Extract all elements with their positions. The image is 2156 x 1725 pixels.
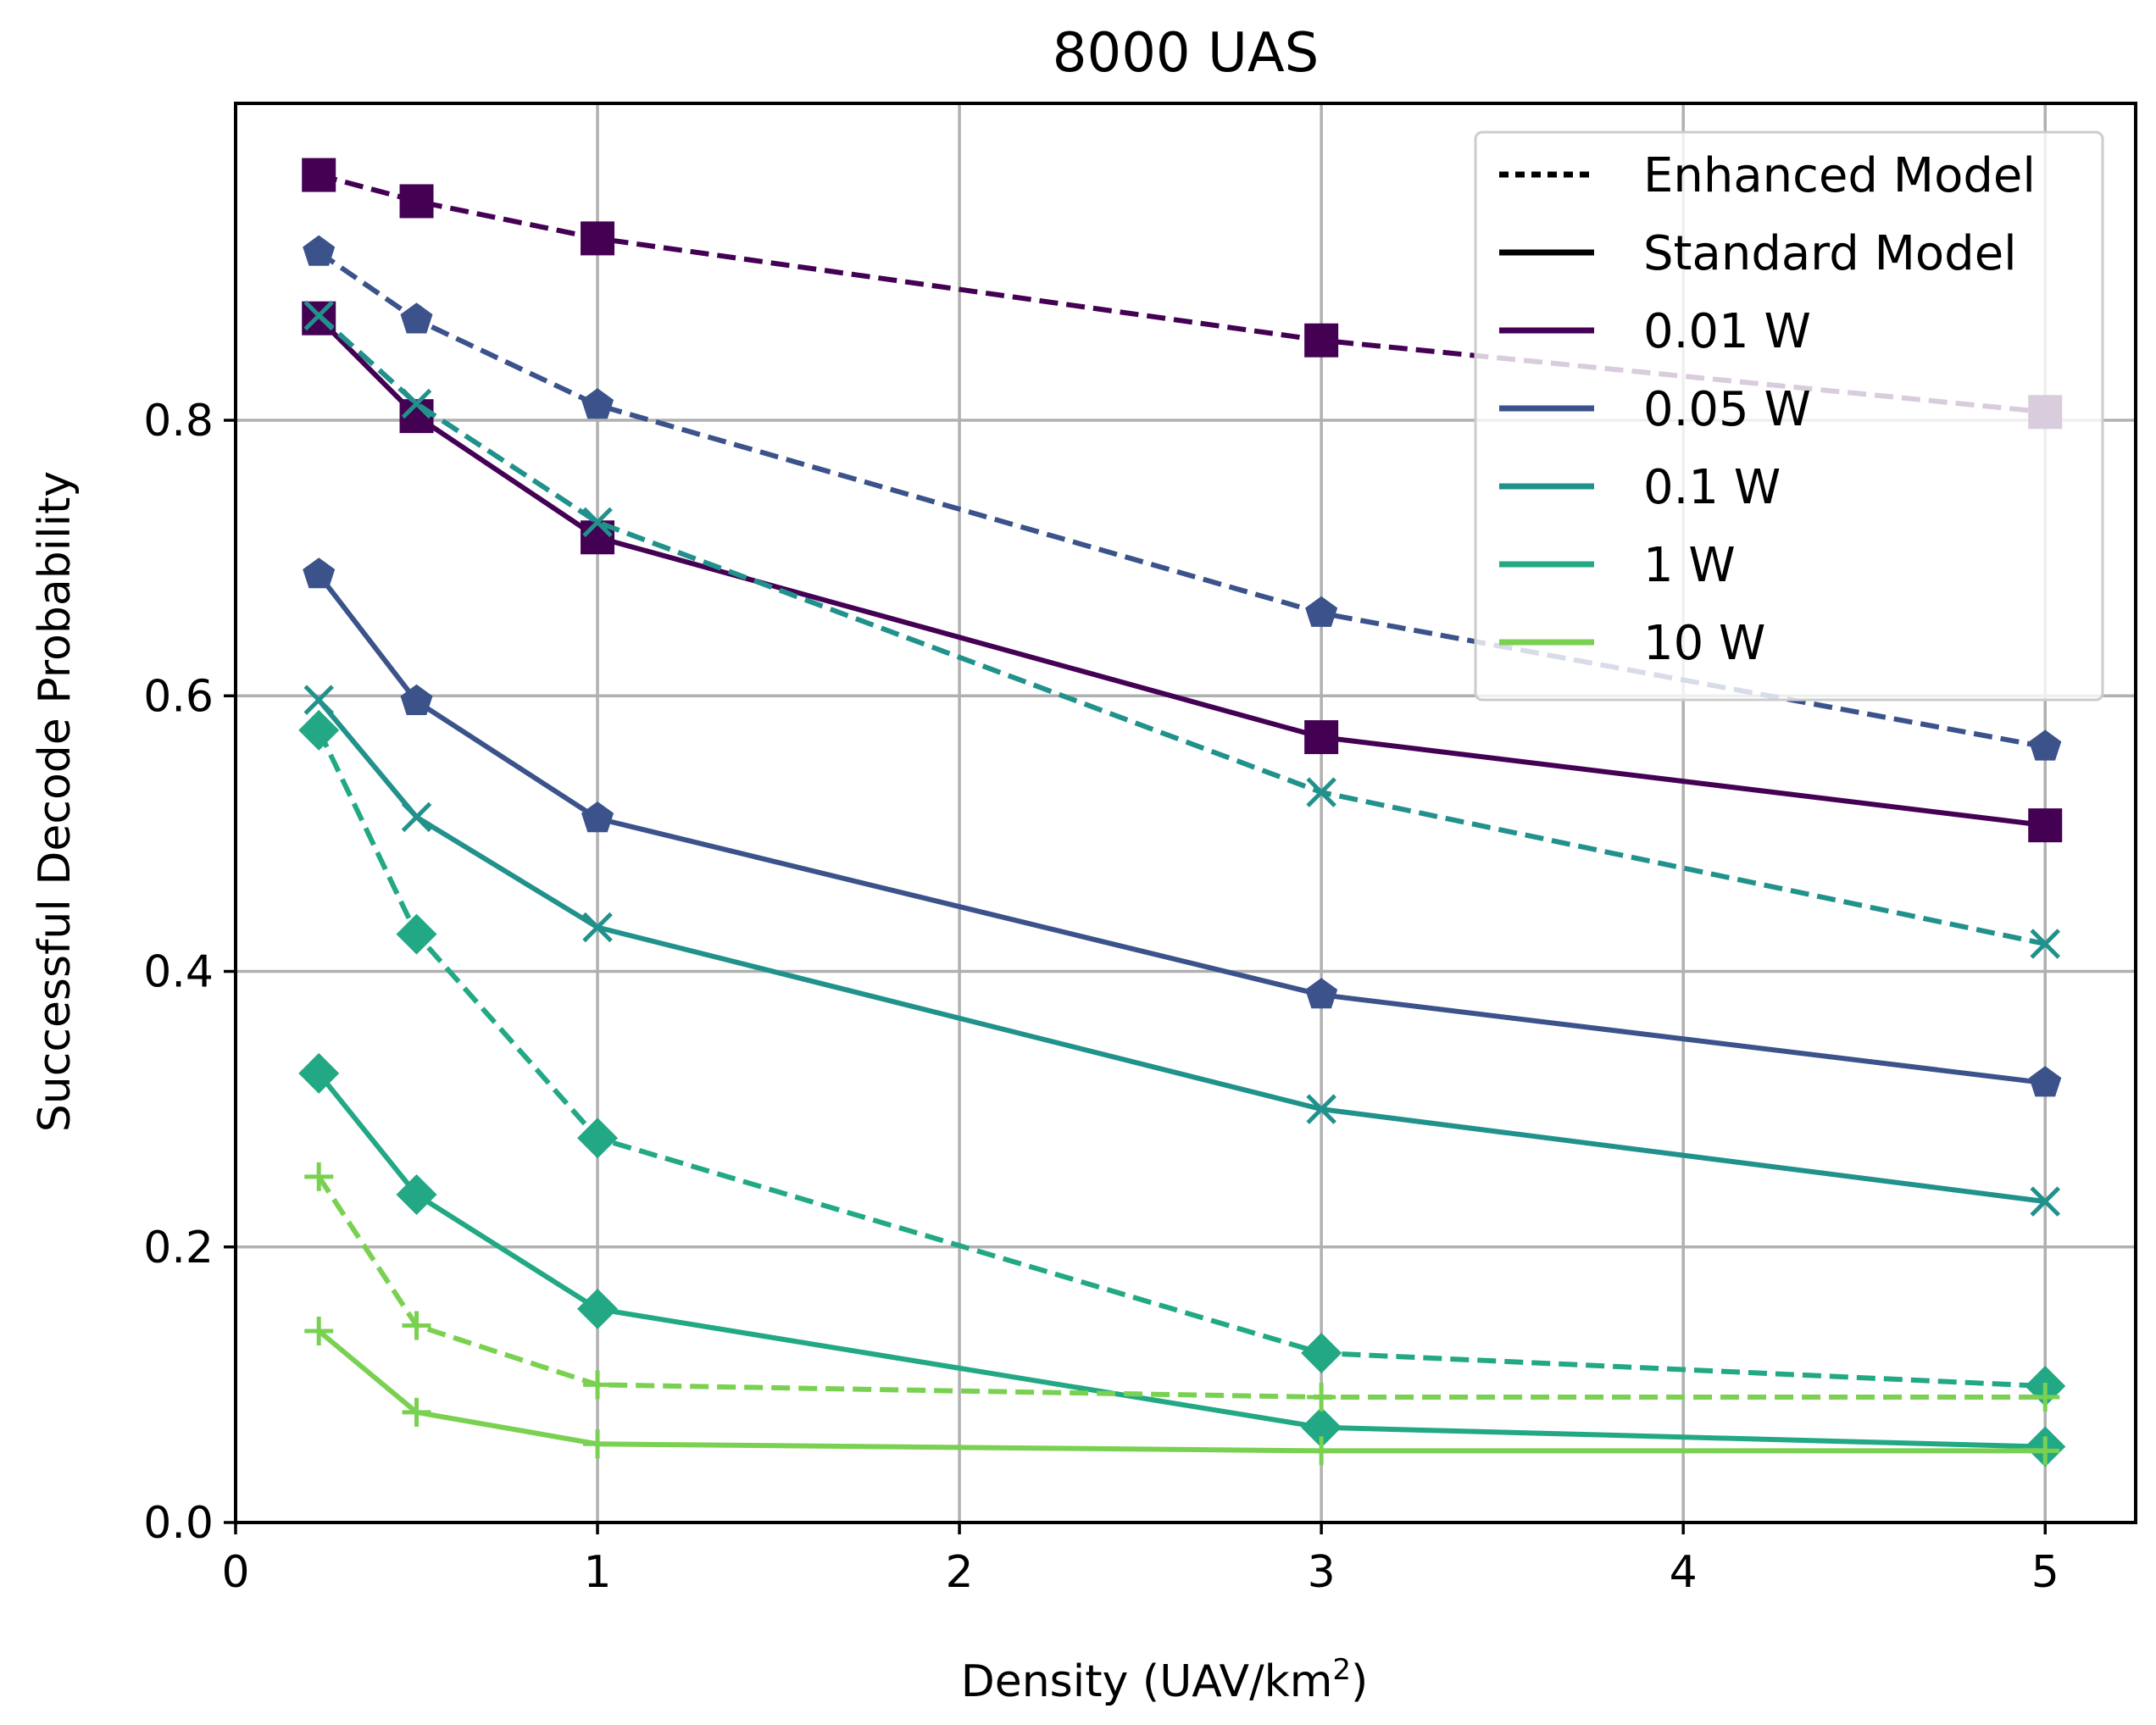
legend-label: 10 W: [1643, 616, 1765, 671]
data-point-plus: [2031, 1436, 2060, 1466]
data-point-plus: [2031, 1383, 2060, 1412]
data-point-x: [1306, 1094, 1336, 1124]
data-point-plus: [583, 1429, 613, 1459]
x-axis-label: Density (UAV/km2): [961, 1653, 1369, 1707]
data-point-x: [1306, 777, 1336, 807]
data-point-x: [582, 912, 613, 943]
data-point-plus: [1307, 1383, 1336, 1412]
data-point-pentagon: [400, 302, 433, 334]
y-tick-label: 0.4: [143, 947, 214, 998]
data-point-diamond: [396, 913, 437, 955]
data-point-diamond: [577, 1288, 619, 1329]
data-point-x: [2030, 929, 2061, 959]
data-point-x: [2030, 1186, 2061, 1217]
series-line: [316, 1072, 2046, 1450]
legend: Enhanced Model Standard Model 0.01 W 0.05 W…: [1474, 130, 2104, 702]
x-axis-label-end: ): [1351, 1656, 1368, 1707]
x-tick-label: 0: [221, 1547, 249, 1598]
x-tick-label: 1: [584, 1547, 612, 1598]
series-10-w-standard: [304, 1316, 2060, 1466]
data-point-pentagon: [303, 235, 336, 266]
chart-title: 8000 UAS: [1053, 22, 1319, 85]
data-point-pentagon: [1305, 596, 1338, 627]
data-point-diamond: [577, 1118, 619, 1159]
x-tick-label: 2: [946, 1547, 974, 1598]
series-line: [317, 313, 2046, 946]
data-point-square: [1304, 720, 1339, 755]
data-point-pentagon: [581, 801, 614, 833]
x-axis-label-superscript: 2: [1332, 1653, 1351, 1687]
legend-label: 0.01 W: [1643, 304, 1811, 359]
series-0-1-w-standard: [303, 685, 2061, 1217]
data-point-square: [399, 184, 434, 219]
x-tick-label: 5: [2031, 1547, 2059, 1598]
data-point-plus: [583, 1370, 613, 1400]
legend-label: 0.05 W: [1643, 382, 1811, 437]
ticks-layer: 0 1 2 3 4 5 0.0 0.2 0.4 0.6 0.8: [143, 396, 2059, 1598]
y-tick-label: 0.6: [143, 671, 214, 722]
axes-frame: [234, 102, 2137, 1524]
legend-label: 1 W: [1643, 538, 1736, 593]
data-point-pentagon: [2029, 729, 2062, 761]
y-axis-label: Successful Decode Probability: [30, 471, 81, 1132]
plot-frame: [234, 102, 2137, 1524]
data-point-x: [582, 507, 613, 538]
series-1-w-standard: [298, 1052, 2066, 1467]
data-point-square: [302, 158, 336, 192]
data-point-pentagon: [303, 557, 336, 589]
data-point-pentagon: [2029, 1066, 2062, 1097]
x-tick-label: 4: [1670, 1547, 1698, 1598]
series-line: [316, 698, 2046, 1205]
data-point-diamond: [1301, 1406, 1342, 1448]
legend-label: 0.1 W: [1643, 460, 1781, 515]
data-point-square: [581, 221, 615, 256]
data-point-plus: [304, 1316, 334, 1345]
data-point-plus: [402, 1397, 431, 1427]
data-point-diamond: [298, 709, 340, 751]
data-point-diamond: [1301, 1332, 1342, 1373]
data-point-plus: [1307, 1436, 1336, 1466]
data-point-x: [303, 685, 334, 715]
data-point-square: [1304, 323, 1339, 358]
series-0-05-w-standard: [303, 557, 2062, 1097]
data-point-plus: [402, 1311, 431, 1340]
data-point-x: [401, 801, 432, 833]
legend-label: Enhanced Model: [1643, 148, 2036, 203]
data-point-pentagon: [400, 684, 433, 715]
x-tick-label: 3: [1308, 1547, 1336, 1598]
data-point-plus: [304, 1162, 334, 1191]
legend-label: Standard Model: [1643, 226, 2017, 281]
series-10-w-enhanced: [304, 1162, 2060, 1412]
y-tick-label: 0.0: [143, 1498, 214, 1549]
legend-box: [1474, 130, 2104, 702]
series-1-w-enhanced: [298, 709, 2066, 1407]
data-point-square: [2028, 808, 2063, 843]
data-point-pentagon: [1305, 978, 1338, 1009]
data-point-x: [401, 388, 432, 419]
series-line: [316, 1175, 2046, 1400]
series-layer: [298, 158, 2066, 1467]
data-point-pentagon: [581, 388, 614, 419]
data-point-diamond: [298, 1052, 340, 1094]
series-line: [317, 1328, 2046, 1454]
y-tick-label: 0.8: [143, 396, 214, 447]
data-point-diamond: [396, 1173, 437, 1215]
data-point-x: [303, 300, 334, 331]
series-0-1-w-enhanced: [303, 300, 2061, 959]
series-line: [316, 729, 2046, 1389]
y-tick-label: 0.2: [143, 1223, 214, 1273]
x-axis-label-main: Density (UAV/km: [961, 1656, 1333, 1707]
